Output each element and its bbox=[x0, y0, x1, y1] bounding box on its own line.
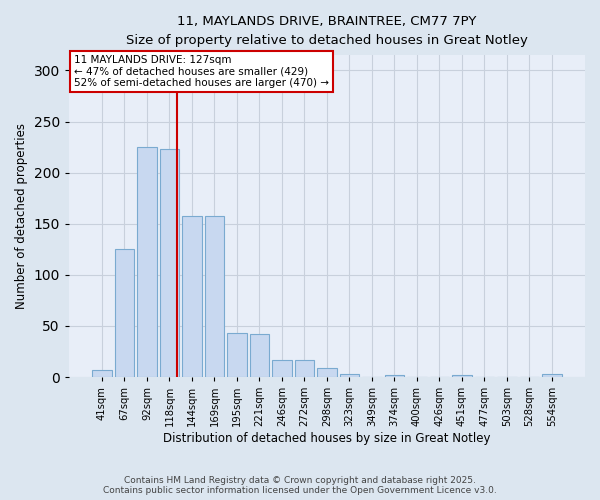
Bar bbox=[295, 360, 314, 377]
X-axis label: Distribution of detached houses by size in Great Notley: Distribution of detached houses by size … bbox=[163, 432, 491, 445]
Text: 11 MAYLANDS DRIVE: 127sqm
← 47% of detached houses are smaller (429)
52% of semi: 11 MAYLANDS DRIVE: 127sqm ← 47% of detac… bbox=[74, 55, 329, 88]
Bar bbox=[542, 374, 562, 377]
Bar bbox=[115, 250, 134, 377]
Bar bbox=[452, 375, 472, 377]
Bar bbox=[92, 370, 112, 377]
Title: 11, MAYLANDS DRIVE, BRAINTREE, CM77 7PY
Size of property relative to detached ho: 11, MAYLANDS DRIVE, BRAINTREE, CM77 7PY … bbox=[126, 15, 528, 47]
Bar bbox=[385, 375, 404, 377]
Y-axis label: Number of detached properties: Number of detached properties bbox=[15, 123, 28, 309]
Bar bbox=[317, 368, 337, 377]
Bar bbox=[182, 216, 202, 377]
Bar bbox=[272, 360, 292, 377]
Text: Contains HM Land Registry data © Crown copyright and database right 2025.
Contai: Contains HM Land Registry data © Crown c… bbox=[103, 476, 497, 495]
Bar bbox=[340, 374, 359, 377]
Bar bbox=[160, 149, 179, 377]
Bar bbox=[250, 334, 269, 377]
Bar bbox=[205, 216, 224, 377]
Bar bbox=[137, 147, 157, 377]
Bar bbox=[227, 333, 247, 377]
